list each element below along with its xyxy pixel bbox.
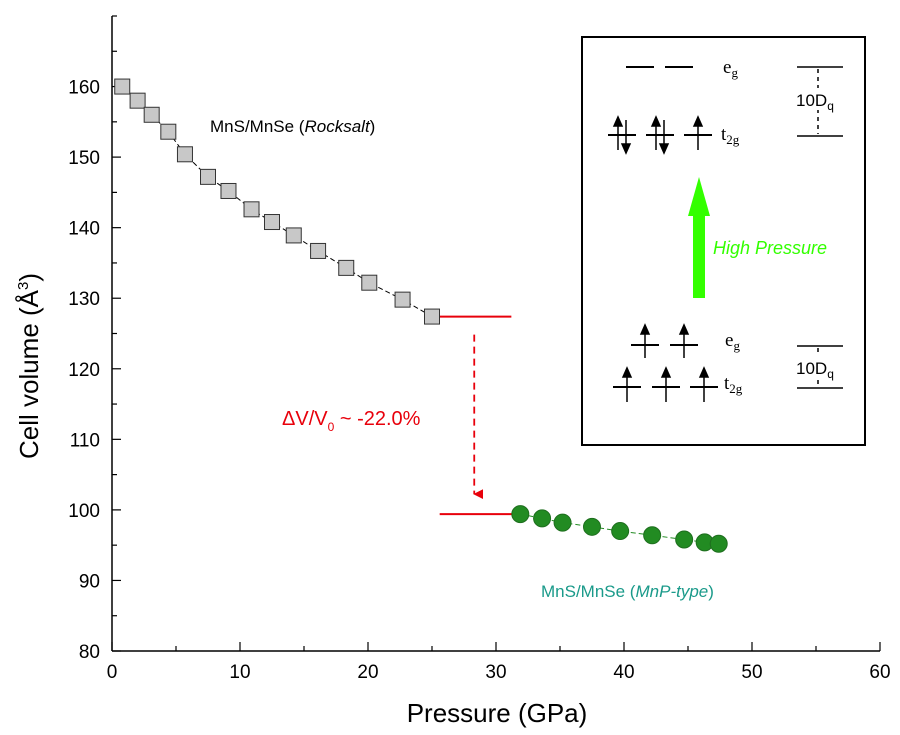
y-tick-label: 160	[68, 78, 100, 99]
x-axis-label: Pressure (GPa)	[407, 698, 588, 728]
rocksalt-point	[176, 146, 193, 163]
y-tick-label: 130	[68, 289, 100, 310]
t2g-label-bottom: t2g	[724, 373, 743, 396]
crystal-field-inset: eg t2g 10Dq High Pressure	[581, 36, 866, 446]
rocksalt-point	[160, 123, 177, 140]
rocksalt-point	[220, 182, 237, 199]
rocksalt-label-suffix: )	[370, 117, 376, 136]
x-tick-label: 50	[741, 662, 762, 683]
y-tick-label: 90	[79, 571, 100, 592]
mnp-point	[511, 505, 530, 524]
x-tick-label: 40	[613, 662, 634, 683]
mnp-point	[583, 517, 601, 536]
t2g-label-top: t2g	[721, 124, 740, 147]
y-axis-label-text: Cell volume (	[14, 307, 44, 459]
x-tick-label: 20	[357, 662, 378, 683]
mnp-point	[553, 513, 572, 532]
t2g-label-bottom-t: t	[724, 373, 730, 394]
mnp-point	[709, 534, 728, 553]
transition-annotation	[432, 315, 521, 516]
eg-label-top: eg	[723, 57, 738, 80]
dq-label-bottom: 10Dq	[796, 359, 834, 381]
mnp-point	[533, 509, 552, 528]
y-tick-label: 100	[68, 501, 100, 522]
y-tick-label: 80	[79, 642, 100, 663]
y-axis-label-close: )	[14, 273, 44, 282]
rocksalt-point	[264, 214, 280, 231]
mnp-label-italic: MnP-type	[635, 582, 708, 601]
t2g-label-top-t: t	[721, 124, 727, 145]
dq-label-top-sub: q	[827, 99, 834, 113]
t2g-label-bottom-sub: 2g	[729, 381, 743, 396]
high-pressure-arrow-shaft	[693, 200, 705, 298]
rocksalt-point	[424, 308, 440, 325]
rocksalt-point	[143, 106, 160, 123]
axis-ticks: 0 10 20 30 40 50 60 80 90 100 110 120 130 140 150 160	[68, 15, 891, 683]
rocksalt-point	[394, 291, 411, 308]
dq-label-top: 10Dq	[796, 91, 834, 113]
mnp-label-prefix: MnS/MnSe (	[541, 582, 636, 601]
mnp-series-label: MnS/MnSe (MnP-type)	[541, 582, 714, 601]
mnp-point	[611, 522, 630, 541]
volume-change-sub: 0	[328, 420, 335, 434]
y-tick-label: 120	[68, 360, 100, 381]
spin-up-arrow-icon	[621, 366, 710, 402]
x-tick-label: 60	[869, 662, 890, 683]
rocksalt-point	[114, 78, 131, 95]
rocksalt-series-label: MnS/MnSe (Rocksalt)	[210, 117, 375, 136]
high-pressure-label: High Pressure	[713, 238, 827, 258]
eg-label-top-e: e	[723, 57, 731, 78]
data-markers	[114, 78, 728, 553]
t2g-label-top-sub: 2g	[726, 132, 740, 147]
y-axis-label: Cell volume (Å3)	[14, 273, 44, 459]
rocksalt-point	[200, 168, 216, 185]
spin-up-arrow-icon	[639, 323, 690, 358]
rocksalt-point	[310, 242, 327, 259]
volume-change-delta: Δ	[282, 408, 295, 430]
y-tick-label: 140	[68, 219, 100, 240]
volume-change-v: V/V	[295, 408, 328, 430]
high-pressure-arrow-icon	[688, 177, 710, 216]
mnp-point	[675, 530, 694, 549]
mnp-point	[643, 526, 662, 545]
mnp-label-suffix: )	[708, 582, 714, 601]
x-tick-label: 30	[485, 662, 506, 683]
eg-label-top-sub: g	[731, 65, 738, 80]
x-tick-label: 10	[229, 662, 250, 683]
eg-label-bottom: eg	[725, 330, 740, 353]
volume-change-value: ~ -22.0%	[334, 408, 420, 430]
volume-change-label: ΔV/V0 ~ -22.0%	[282, 408, 421, 434]
spin-up-arrow-icon	[612, 115, 704, 155]
rocksalt-label-italic: Rocksalt	[304, 117, 370, 136]
dq-label-bottom-sub: q	[827, 367, 834, 381]
eg-label-bottom-e: e	[725, 330, 733, 351]
rocksalt-point	[361, 274, 378, 291]
y-tick-label: 150	[68, 148, 100, 169]
rocksalt-label-prefix: MnS/MnSe (	[210, 117, 305, 136]
rocksalt-point	[129, 92, 146, 109]
rocksalt-point	[285, 227, 302, 244]
rocksalt-point	[243, 201, 260, 218]
x-tick-label: 0	[107, 662, 118, 683]
y-tick-label: 110	[70, 430, 100, 451]
dq-label-top-text: 10D	[796, 91, 827, 110]
rocksalt-point	[338, 259, 355, 276]
eg-label-bottom-sub: g	[733, 338, 740, 353]
dq-label-bottom-text: 10D	[796, 359, 827, 378]
y-axis-label-sup: 3	[15, 282, 32, 290]
y-axis-label-unit: Å	[14, 289, 44, 307]
